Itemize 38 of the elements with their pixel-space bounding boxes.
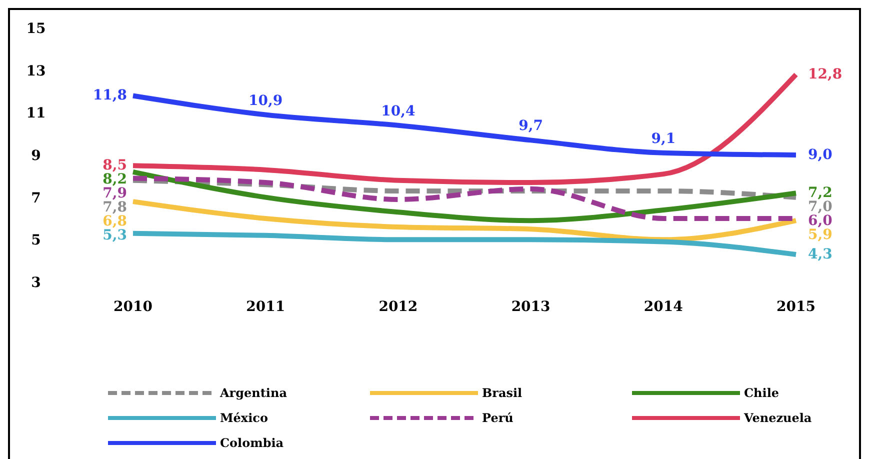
legend-label: Chile bbox=[744, 386, 780, 400]
x-tick-label: 2011 bbox=[246, 299, 286, 315]
y-tick-label: 7 bbox=[31, 190, 41, 206]
data-label: 9,0 bbox=[808, 147, 833, 163]
y-tick-label: 13 bbox=[26, 63, 46, 80]
y-tick-label: 9 bbox=[31, 148, 41, 164]
data-label: 7,9 bbox=[102, 186, 127, 202]
data-label: 7,2 bbox=[808, 185, 832, 202]
data-label: 5,9 bbox=[808, 227, 832, 244]
data-label: 4,3 bbox=[808, 246, 832, 262]
data-label: 9,1 bbox=[651, 130, 676, 147]
x-tick-label: 2014 bbox=[644, 299, 684, 315]
data-label: 7,8 bbox=[102, 200, 127, 216]
y-tick-label: 5 bbox=[31, 232, 41, 249]
legend-label: México bbox=[220, 411, 268, 425]
y-tick-label: 15 bbox=[26, 21, 46, 37]
legend-label: Brasil bbox=[482, 386, 523, 400]
y-tick-label: 3 bbox=[31, 275, 41, 291]
data-label: 10,9 bbox=[248, 92, 283, 109]
data-label: 6,8 bbox=[102, 214, 127, 230]
legend-label: Venezuela bbox=[743, 411, 812, 425]
x-tick-label: 2010 bbox=[114, 299, 153, 315]
x-tick-label: 2015 bbox=[776, 299, 816, 315]
legend-label: Colombia bbox=[220, 436, 284, 450]
data-label: 8,2 bbox=[102, 172, 127, 188]
legend-label: Argentina bbox=[219, 386, 288, 400]
data-label: 9,7 bbox=[518, 118, 543, 134]
data-label: 8,5 bbox=[102, 158, 127, 174]
x-tick-label: 2013 bbox=[511, 299, 550, 315]
data-label: 6,0 bbox=[808, 213, 833, 230]
data-label: 12,8 bbox=[808, 66, 842, 83]
y-tick-label: 11 bbox=[26, 106, 46, 122]
data-label: 11,8 bbox=[92, 88, 127, 104]
data-label: 7,0 bbox=[808, 199, 833, 216]
legend-label: Perú bbox=[482, 411, 514, 425]
data-label: 5,3 bbox=[102, 228, 127, 244]
x-tick-label: 2012 bbox=[378, 299, 418, 315]
data-label: 10,4 bbox=[381, 103, 416, 120]
